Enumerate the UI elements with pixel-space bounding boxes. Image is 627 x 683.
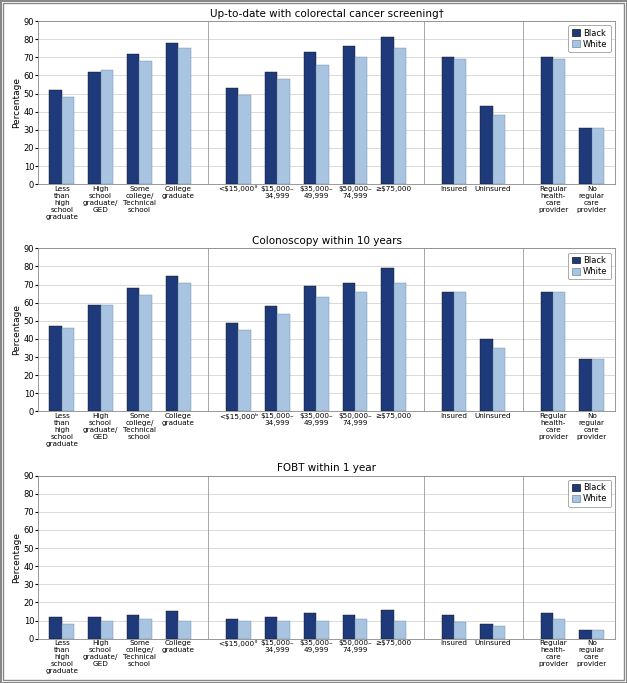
Bar — [480, 339, 493, 411]
Bar — [342, 283, 355, 411]
Bar — [166, 275, 178, 411]
Bar — [553, 619, 566, 639]
Bar — [394, 621, 406, 639]
Legend: Black, White: Black, White — [568, 25, 611, 52]
Title: FOBT within 1 year: FOBT within 1 year — [277, 464, 376, 473]
Bar — [100, 305, 113, 411]
Bar — [166, 43, 178, 184]
Y-axis label: Percentage: Percentage — [12, 305, 21, 355]
Title: Up-to-date with colorectal cancer screening†: Up-to-date with colorectal cancer screen… — [210, 9, 444, 19]
Bar — [579, 630, 592, 639]
Bar — [265, 72, 277, 184]
Bar — [61, 97, 74, 184]
Bar — [454, 59, 466, 184]
Bar — [553, 292, 566, 411]
Bar — [178, 48, 191, 184]
Bar — [553, 59, 566, 184]
Bar — [303, 613, 316, 639]
Bar — [493, 348, 505, 411]
Bar — [540, 613, 553, 639]
Bar — [381, 610, 394, 639]
Bar — [454, 622, 466, 639]
Bar — [178, 621, 191, 639]
Bar — [238, 96, 251, 184]
Bar — [540, 57, 553, 184]
Bar — [50, 326, 61, 411]
Bar — [265, 617, 277, 639]
Bar — [100, 621, 113, 639]
Bar — [166, 611, 178, 639]
Bar — [88, 305, 100, 411]
Bar — [579, 128, 592, 184]
Bar — [316, 621, 329, 639]
Bar — [88, 617, 100, 639]
Bar — [342, 46, 355, 184]
Bar — [480, 624, 493, 639]
Y-axis label: Percentage: Percentage — [12, 531, 21, 583]
Bar — [303, 52, 316, 184]
Bar — [454, 292, 466, 411]
Bar — [441, 57, 454, 184]
Bar — [592, 128, 604, 184]
Legend: Black, White: Black, White — [568, 253, 611, 279]
Bar — [381, 268, 394, 411]
Bar — [493, 626, 505, 639]
Bar — [178, 283, 191, 411]
Bar — [226, 88, 238, 184]
Bar — [493, 115, 505, 184]
Bar — [50, 90, 61, 184]
Bar — [381, 38, 394, 184]
Bar — [238, 621, 251, 639]
Bar — [355, 57, 367, 184]
Bar — [355, 292, 367, 411]
Bar — [127, 615, 139, 639]
Bar — [226, 322, 238, 411]
Bar — [139, 61, 152, 184]
Bar — [441, 615, 454, 639]
Bar — [540, 292, 553, 411]
Legend: Black, White: Black, White — [568, 479, 611, 507]
Y-axis label: Percentage: Percentage — [12, 77, 21, 128]
Bar — [50, 617, 61, 639]
Bar — [226, 619, 238, 639]
Bar — [61, 328, 74, 411]
Bar — [238, 330, 251, 411]
Bar — [592, 630, 604, 639]
Bar — [579, 359, 592, 411]
Bar — [480, 107, 493, 184]
Bar — [277, 313, 290, 411]
Bar — [394, 48, 406, 184]
Bar — [355, 619, 367, 639]
Bar — [61, 624, 74, 639]
Bar — [100, 70, 113, 184]
Bar — [592, 359, 604, 411]
Bar — [139, 619, 152, 639]
Bar — [88, 72, 100, 184]
Bar — [139, 296, 152, 411]
Bar — [316, 297, 329, 411]
Bar — [342, 615, 355, 639]
Bar — [127, 54, 139, 184]
Bar — [303, 286, 316, 411]
Bar — [441, 292, 454, 411]
Bar — [394, 283, 406, 411]
Bar — [127, 288, 139, 411]
Bar — [265, 307, 277, 411]
Bar — [277, 79, 290, 184]
Title: Colonoscopy within 10 years: Colonoscopy within 10 years — [252, 236, 402, 246]
Bar — [316, 65, 329, 184]
Bar — [277, 621, 290, 639]
